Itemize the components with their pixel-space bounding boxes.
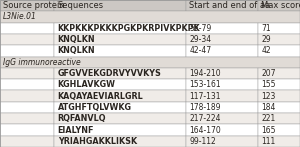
Text: Sequences: Sequences xyxy=(57,1,103,10)
Bar xyxy=(186,102,258,113)
Text: 71: 71 xyxy=(262,24,271,33)
Bar xyxy=(186,124,258,136)
Bar xyxy=(0,23,54,34)
Text: 164-170: 164-170 xyxy=(190,126,221,135)
Text: 123: 123 xyxy=(262,92,276,101)
Text: 117-131: 117-131 xyxy=(190,92,221,101)
Bar xyxy=(186,113,258,124)
Text: 165: 165 xyxy=(262,126,276,135)
Bar xyxy=(54,124,186,136)
Bar xyxy=(54,45,186,57)
Text: Source protein: Source protein xyxy=(3,1,65,10)
Text: 194-210: 194-210 xyxy=(190,69,221,78)
Text: 207: 207 xyxy=(262,69,276,78)
Bar xyxy=(186,0,258,11)
Text: ATGHFTQLVWKG: ATGHFTQLVWKG xyxy=(58,103,132,112)
Bar xyxy=(258,68,300,79)
Text: KNQLKN: KNQLKN xyxy=(58,35,95,44)
Text: 55-79: 55-79 xyxy=(190,24,212,33)
Bar xyxy=(186,90,258,102)
Text: 178-189: 178-189 xyxy=(190,103,221,112)
Bar xyxy=(0,136,54,147)
Bar xyxy=(186,45,258,57)
Text: 99-112: 99-112 xyxy=(190,137,216,146)
Bar xyxy=(258,45,300,57)
Bar xyxy=(0,11,300,23)
Text: EIALYNF: EIALYNF xyxy=(58,126,94,135)
Bar xyxy=(0,68,54,79)
Text: 111: 111 xyxy=(262,137,276,146)
Bar xyxy=(186,23,258,34)
Text: L3Nie.01: L3Nie.01 xyxy=(3,12,37,21)
Bar xyxy=(54,90,186,102)
Text: RQFANVLQ: RQFANVLQ xyxy=(58,114,106,123)
Text: KNQLKN: KNQLKN xyxy=(58,46,95,55)
Bar xyxy=(0,124,54,136)
Text: Max score: Max score xyxy=(261,1,300,10)
Bar xyxy=(258,136,300,147)
Bar xyxy=(54,34,186,45)
Text: IgG immunoreactive: IgG immunoreactive xyxy=(3,58,81,67)
Bar xyxy=(0,57,300,68)
Bar xyxy=(258,124,300,136)
Text: 184: 184 xyxy=(262,103,276,112)
Bar xyxy=(54,136,186,147)
Bar xyxy=(186,68,258,79)
Text: YRIAHGAKKLIKSK: YRIAHGAKKLIKSK xyxy=(58,137,137,146)
Bar xyxy=(0,34,54,45)
Bar xyxy=(54,0,186,11)
Bar xyxy=(258,34,300,45)
Bar xyxy=(54,23,186,34)
Text: 153-161: 153-161 xyxy=(190,80,221,89)
Bar xyxy=(0,79,54,90)
Text: 155: 155 xyxy=(262,80,276,89)
Bar xyxy=(0,102,54,113)
Bar xyxy=(0,45,54,57)
Text: KKPKKKPKKKPGKPKRPIVKPKPK: KKPKKKPKKKPGKPKRPIVKPKPK xyxy=(58,24,200,33)
Bar xyxy=(186,34,258,45)
Bar xyxy=(258,23,300,34)
Bar xyxy=(258,113,300,124)
Bar xyxy=(0,0,54,11)
Text: 221: 221 xyxy=(262,114,276,123)
Text: 42: 42 xyxy=(262,46,271,55)
Bar xyxy=(54,102,186,113)
Bar xyxy=(0,113,54,124)
Bar xyxy=(186,79,258,90)
Text: 42-47: 42-47 xyxy=(190,46,212,55)
Bar xyxy=(258,90,300,102)
Text: Start and end of aa: Start and end of aa xyxy=(189,1,270,10)
Text: 29: 29 xyxy=(262,35,271,44)
Bar xyxy=(258,79,300,90)
Text: KGHLAVKGW: KGHLAVKGW xyxy=(58,80,116,89)
Text: 217-224: 217-224 xyxy=(190,114,221,123)
Text: 29-34: 29-34 xyxy=(190,35,212,44)
Text: GFGVVEKGDRVYVVKYS: GFGVVEKGDRVYVVKYS xyxy=(58,69,161,78)
Bar xyxy=(54,68,186,79)
Text: KAQAYAEVIARLGRL: KAQAYAEVIARLGRL xyxy=(58,92,143,101)
Bar xyxy=(0,90,54,102)
Bar xyxy=(186,136,258,147)
Bar xyxy=(258,102,300,113)
Bar xyxy=(54,79,186,90)
Bar xyxy=(54,113,186,124)
Bar xyxy=(258,0,300,11)
